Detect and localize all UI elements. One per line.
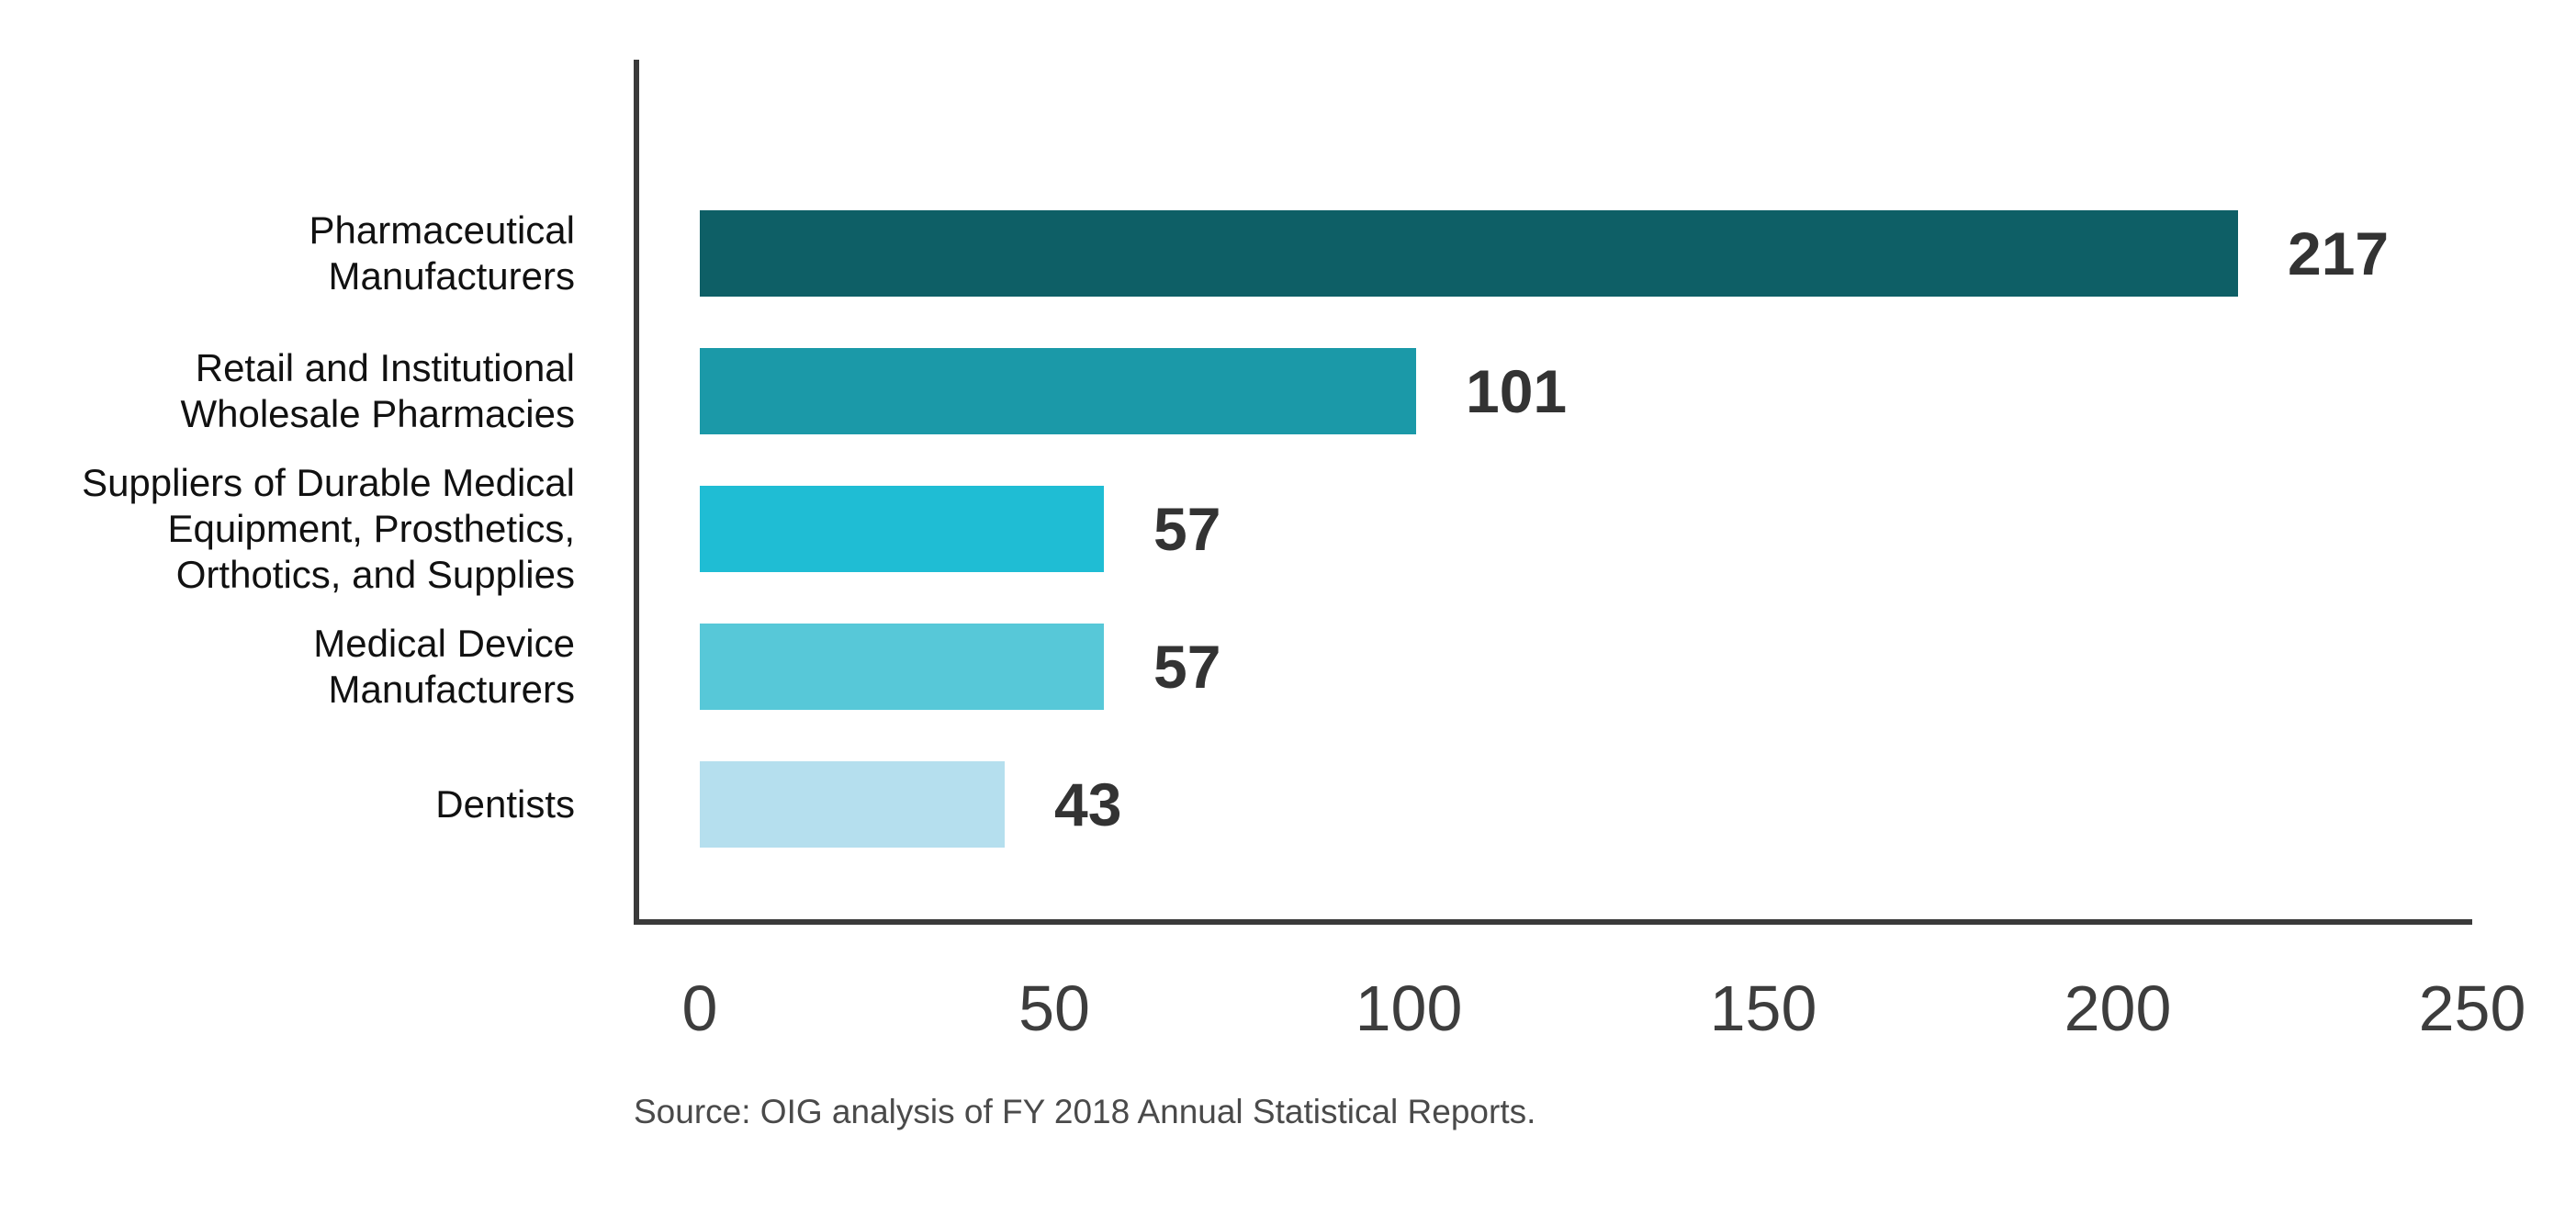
category-label-line: Medical Device [313,622,575,665]
bar-value-label: 57 [1153,633,1221,701]
bar-value-label: 43 [1054,770,1122,838]
category-label-line: Manufacturers [328,668,575,711]
y-axis-line [634,60,639,925]
x-axis-line [634,919,2472,925]
source-note: Source: OIG analysis of FY 2018 Annual S… [634,1093,1536,1130]
category-label-line: Dentists [435,782,575,826]
x-tick-label: 250 [2418,972,2526,1044]
category-label-line: Wholesale Pharmacies [180,392,575,435]
bar [700,624,1104,710]
bar-value-label: 101 [1466,357,1568,425]
bar [700,210,2238,297]
category-label-line: Suppliers of Durable Medical [82,461,575,504]
category-label: Suppliers of Durable Medical Equipment, P… [0,460,575,598]
category-label-line: Equipment, Prosthetics, [167,507,575,550]
bar-value-label: 217 [2288,219,2390,287]
x-tick-label: 150 [1709,972,1817,1044]
x-tick-label: 100 [1355,972,1463,1044]
bar-value-label: 57 [1153,495,1221,563]
bar [700,486,1104,572]
x-tick-label: 50 [1018,972,1090,1044]
category-label: Pharmaceutical Manufacturers [0,208,575,299]
bar [700,761,1005,848]
category-label-line: Orthotics, and Supplies [175,553,575,596]
category-label-line: Pharmaceutical [309,208,575,252]
category-label-line: Manufacturers [328,254,575,298]
category-label: Medical Device Manufacturers [0,621,575,713]
x-tick-label: 200 [2064,972,2172,1044]
bar [700,348,1416,434]
category-label: Dentists [0,781,575,827]
x-tick-label: 0 [681,972,718,1044]
category-label-line: Retail and Institutional [195,346,575,389]
category-label: Retail and Institutional Wholesale Pharma… [0,345,575,437]
